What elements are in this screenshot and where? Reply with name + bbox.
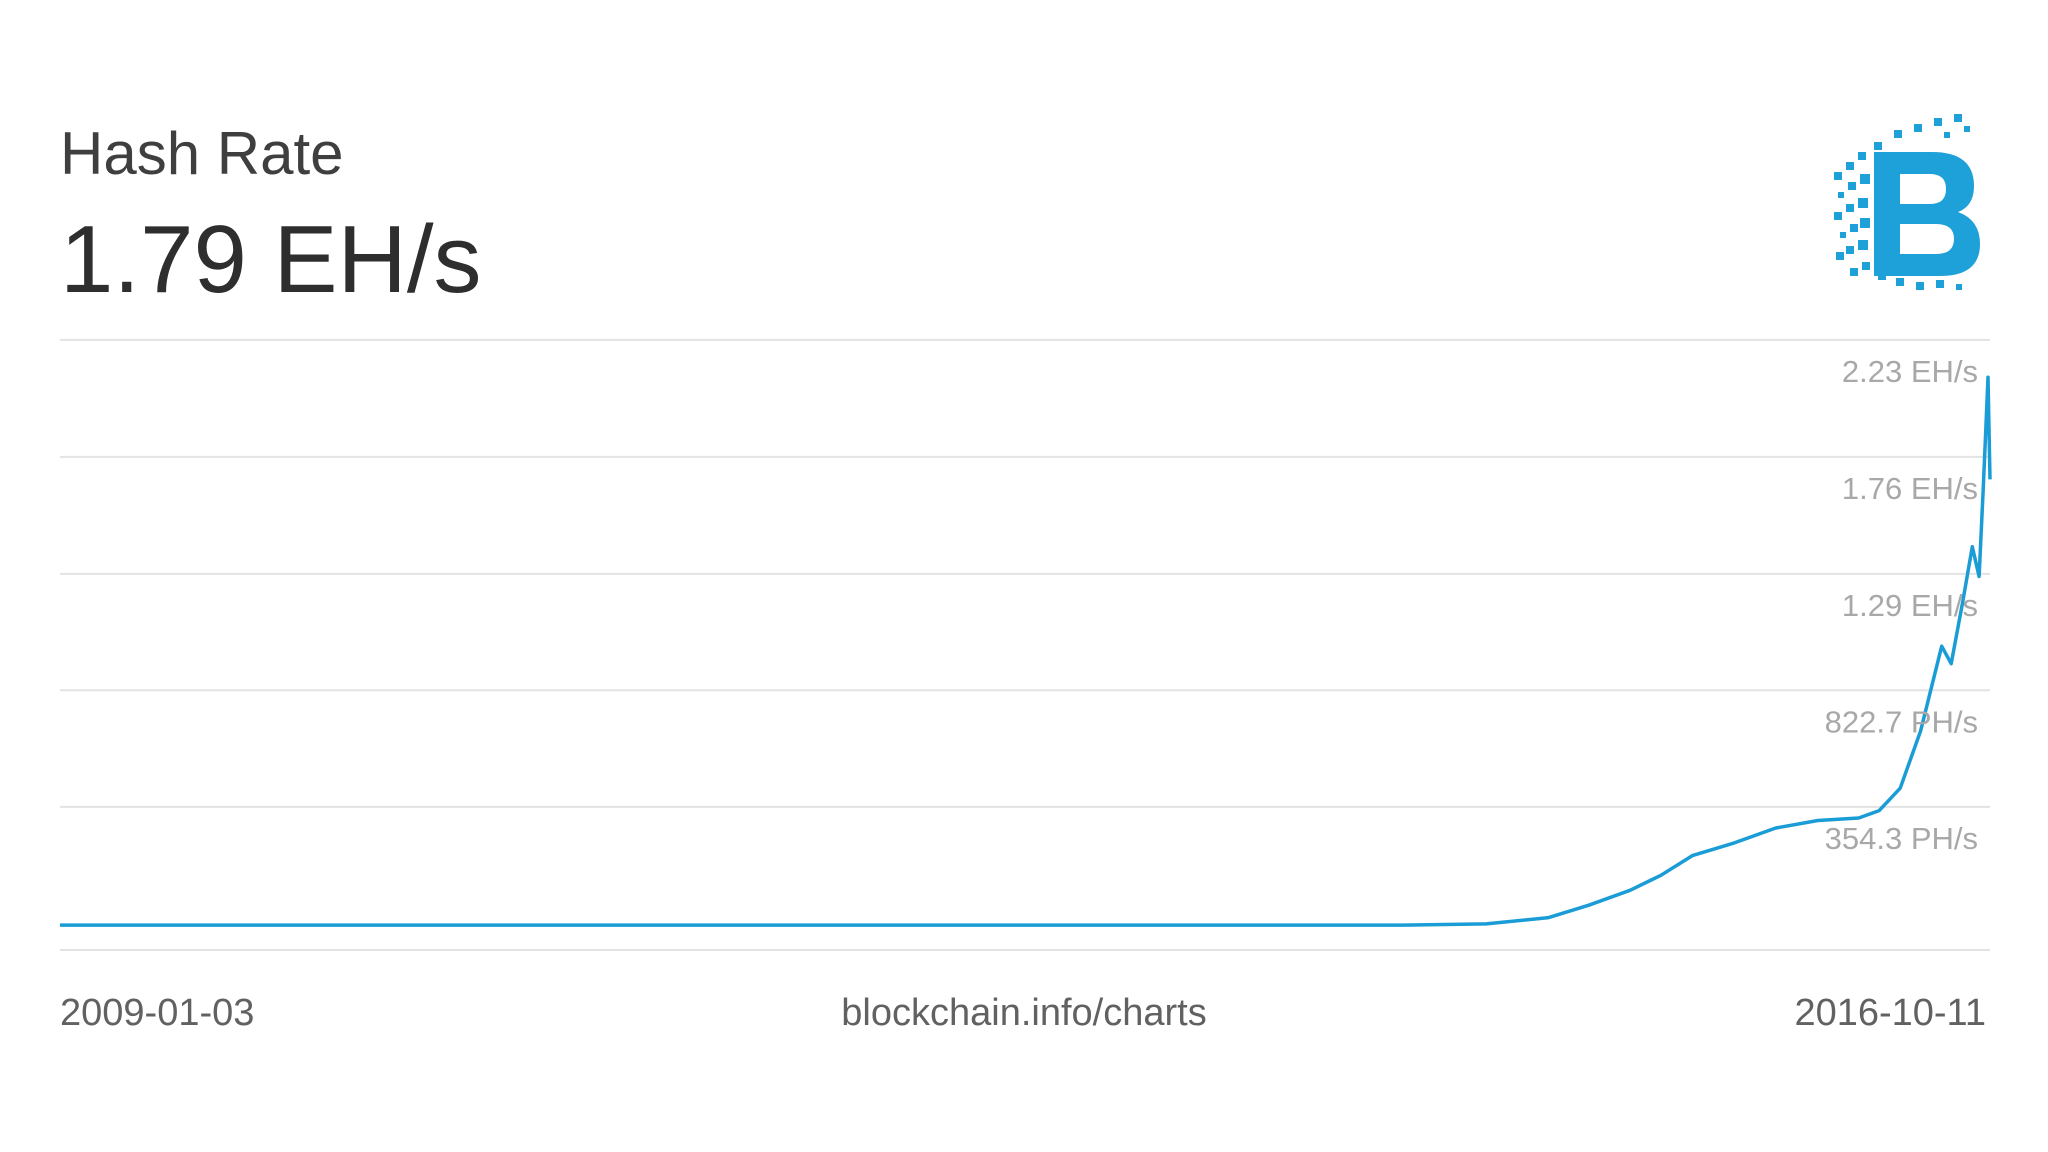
current-hash-rate: 1.79 EH/s <box>60 206 482 313</box>
x-axis-end-date: 2016-10-11 <box>1794 992 1986 1034</box>
hash-rate-series-line <box>60 375 1992 927</box>
y-tick-label: 822.7 PH/s <box>1825 704 1978 739</box>
y-tick-label: 2.23 EH/s <box>1842 354 1978 389</box>
chart-title: Hash Rate <box>60 120 344 187</box>
y-tick-label: 1.29 EH/s <box>1842 588 1978 623</box>
blockchain-bitcoin-logo-icon <box>1834 114 1980 290</box>
x-axis-start-date: 2009-01-03 <box>60 992 255 1034</box>
y-tick-label: 1.76 EH/s <box>1842 471 1978 506</box>
chart-source-label: blockchain.info/charts <box>841 992 1207 1034</box>
y-tick-label: 354.3 PH/s <box>1825 821 1978 856</box>
